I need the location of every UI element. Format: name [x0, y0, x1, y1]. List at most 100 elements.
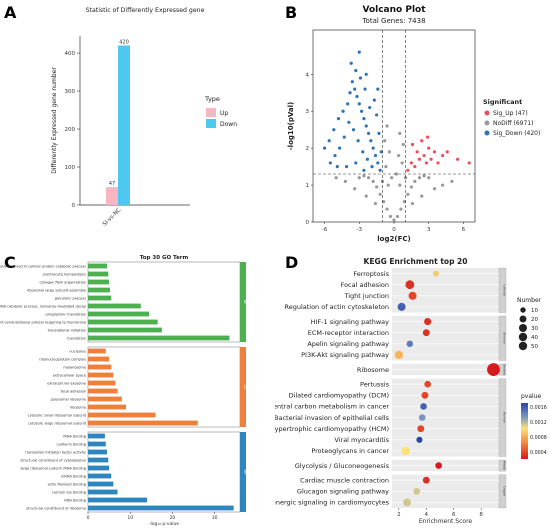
point-sig_down	[346, 102, 350, 106]
data-label: 420	[119, 39, 129, 45]
color-legend-label: 0.0012	[530, 420, 547, 426]
point-sig_up	[429, 157, 433, 161]
group-label: BP	[243, 300, 247, 305]
y-tick-label: 3	[306, 109, 310, 115]
point-nodiff	[398, 131, 402, 135]
point-nodiff	[409, 185, 413, 189]
point-nodiff	[373, 201, 378, 206]
panel-label-a: A	[4, 3, 17, 22]
point-sig_down	[366, 131, 371, 135]
point-sig_down	[342, 135, 346, 139]
kegg-point	[403, 498, 411, 507]
legend-swatch	[484, 130, 490, 136]
point-nodiff	[395, 214, 400, 219]
go-bar	[88, 449, 107, 455]
kegg-point	[418, 414, 426, 421]
point-sig_down	[354, 69, 358, 73]
go-term-label: cytoplasmic translation	[45, 312, 86, 316]
x-tick-label: -6	[322, 227, 328, 233]
point-sig_down	[363, 87, 367, 91]
point-sig_down	[371, 146, 375, 150]
point-sig_up	[424, 161, 428, 165]
go-term-label: extracellular exosome	[47, 381, 86, 385]
panel-label-d: D	[285, 253, 298, 272]
chart-title: Top 30 GO Term	[140, 255, 189, 261]
size-legend-dot	[518, 323, 528, 333]
go-bar	[88, 295, 112, 301]
point-sig_down	[358, 76, 363, 80]
group-label: Human	[503, 412, 507, 423]
pathway-label: Tight junction	[343, 292, 389, 300]
pathway-label: Viral myocarditis	[334, 436, 389, 444]
point-sig_up	[413, 165, 417, 169]
y-tick-label: 4	[306, 72, 310, 78]
point-nodiff	[400, 161, 404, 165]
bar-up	[106, 187, 118, 205]
point-nodiff	[417, 176, 422, 180]
point-sig_down	[335, 165, 339, 169]
y-axis-label: -log10(pVal)	[287, 102, 295, 150]
point-nodiff	[450, 179, 454, 183]
y-tick-label: 100	[65, 165, 76, 171]
go-term-chart: C Top 30 GO Term BP proteolysis involved i…	[0, 253, 247, 527]
legend-label: Up	[220, 110, 228, 117]
chart-subtitle: Total Genes: 7438	[361, 17, 425, 25]
go-term-label: cytosolic small ribosomal subunit	[28, 413, 87, 417]
go-bar	[88, 279, 110, 285]
go-term-label: focal adhesion	[61, 389, 86, 393]
x-tick-label: SI-vs-NC	[102, 207, 123, 228]
point-nodiff	[364, 194, 368, 198]
go-bar	[88, 380, 116, 386]
go-term-label: RNA binding	[64, 498, 86, 502]
kegg-point	[424, 317, 432, 326]
group-panel	[392, 316, 499, 361]
color-legend-label: 0.0004	[530, 450, 547, 456]
group-label: CC	[243, 385, 247, 390]
point-sig_down	[353, 87, 357, 91]
pathway-label: Dilated cardiomyopathy (DCM)	[289, 392, 389, 400]
kegg-point	[433, 270, 439, 277]
go-bar	[88, 481, 114, 487]
point-nodiff	[441, 183, 445, 187]
panel-c: C Top 30 GO Term BP proteolysis involved i…	[0, 250, 272, 527]
panel-d: D KEGG Enrichment top 20 Cellular Ferropto…	[261, 250, 550, 526]
point-sig_down	[322, 146, 327, 150]
point-sig_up	[436, 161, 440, 165]
chart-title: KEGG Enrichment top 20	[364, 257, 468, 266]
pathway-label: Pertussis	[360, 380, 390, 388]
go-term-label: translational initiation	[48, 328, 86, 332]
kegg-point	[394, 350, 404, 360]
pathway-label: Apelin signaling pathway	[307, 340, 389, 348]
kegg-point	[422, 329, 430, 337]
pathway-label: Bacterial invasion of epithelial cells	[275, 414, 390, 422]
point-sig_down	[375, 113, 379, 117]
point-sig_down	[373, 153, 378, 158]
x-tick-label: 0	[87, 515, 90, 521]
pathway-label: Cardiac muscle contraction	[300, 476, 389, 484]
go-term-label: mRNA binding	[61, 474, 86, 478]
group-strip	[240, 432, 246, 512]
kegg-point	[406, 340, 414, 347]
point-nodiff	[383, 139, 387, 143]
point-sig_down	[328, 161, 332, 165]
legend-title: Type	[204, 95, 220, 103]
x-tick-label: 20	[170, 515, 176, 521]
point-nodiff	[385, 124, 389, 128]
go-term-label: erythrocyte homeostasis	[43, 272, 87, 276]
go-bar	[88, 311, 150, 317]
panel-label-b: B	[285, 3, 297, 22]
size-legend-label: 40	[531, 335, 538, 341]
point-sig_down	[355, 94, 359, 99]
point-sig_up	[406, 168, 410, 172]
go-bar	[88, 327, 162, 333]
go-bar	[88, 457, 109, 463]
pathway-label: Regulation of actin cytoskeleton	[284, 303, 389, 311]
point-sig_down	[378, 168, 382, 172]
go-bar	[88, 412, 156, 418]
point-sig_up	[409, 161, 413, 165]
color-legend-title: pvalue	[521, 393, 542, 400]
go-term-label: ribosome	[70, 405, 86, 409]
group-panel	[392, 268, 499, 313]
go-term-label: ribonucleoprotein complex	[39, 357, 86, 361]
x-axis-label: log2(FC)	[377, 235, 410, 243]
